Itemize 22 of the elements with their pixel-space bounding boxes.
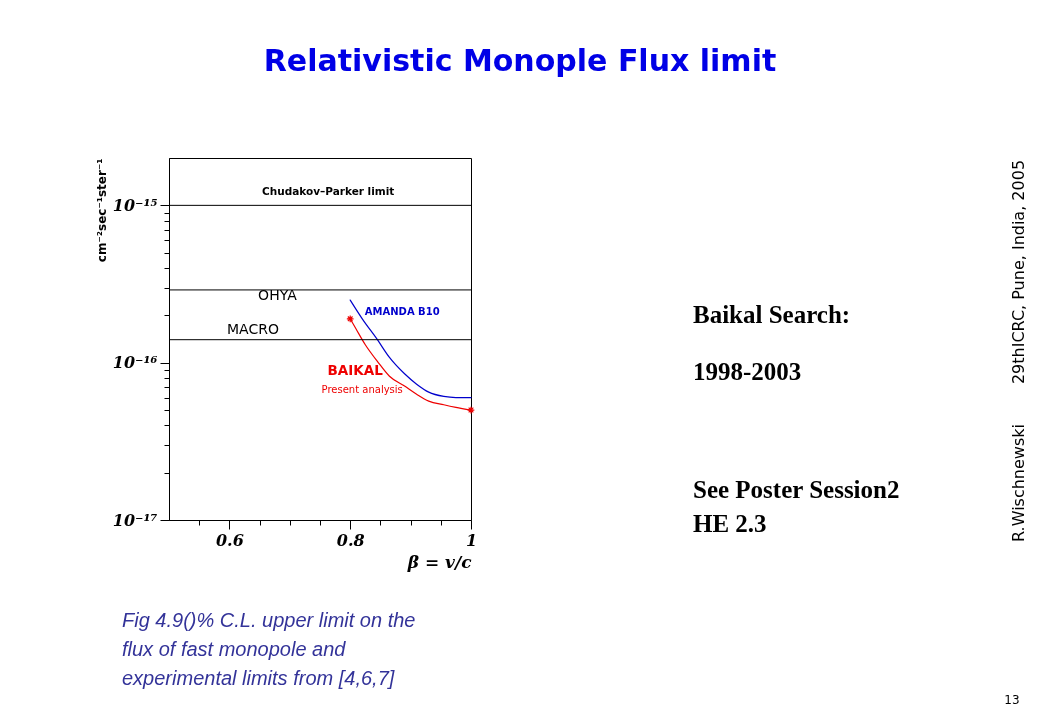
ref-line-label: Chudakov–Parker limit (261, 185, 395, 198)
text: 1998-2003 (693, 358, 802, 385)
x-tick-label: 0.6 (215, 530, 244, 550)
y-tick-label: 10⁻¹⁶ (112, 353, 158, 373)
series-label: AMANDA B10 (364, 306, 440, 318)
ref-line-label: MACRO (226, 320, 279, 337)
y-tick-label: 10⁻¹⁷ (112, 510, 158, 530)
chart-title: Relativistic Monople Flux limit (263, 43, 777, 78)
ref-line-label: OHYA (258, 286, 298, 303)
text: R.Wischnewski (1009, 424, 1028, 542)
y-axis-title: cm⁻²sec⁻¹ster⁻¹ (94, 158, 109, 263)
x-tick-label: 1 (465, 530, 478, 550)
text: See Poster Session2 (693, 476, 900, 503)
x-tick-label: 0.8 (336, 530, 365, 550)
series-label: BAIKAL Present analysis (321, 361, 403, 395)
text: HE 2.3 (693, 510, 767, 537)
text: 29thICRC, Pune, India, 2005 (1009, 159, 1028, 385)
text: 13 (1004, 693, 1020, 707)
caption: Fig 4.9()% C.L. upper limit on the flux of fast monopole and experimental limits from [4,6,7] (122, 609, 416, 689)
y-tick-label: 10⁻¹⁵ (112, 195, 158, 215)
text: Baikal Search: (693, 301, 851, 328)
x-axis-title: β = v/c (406, 551, 473, 572)
